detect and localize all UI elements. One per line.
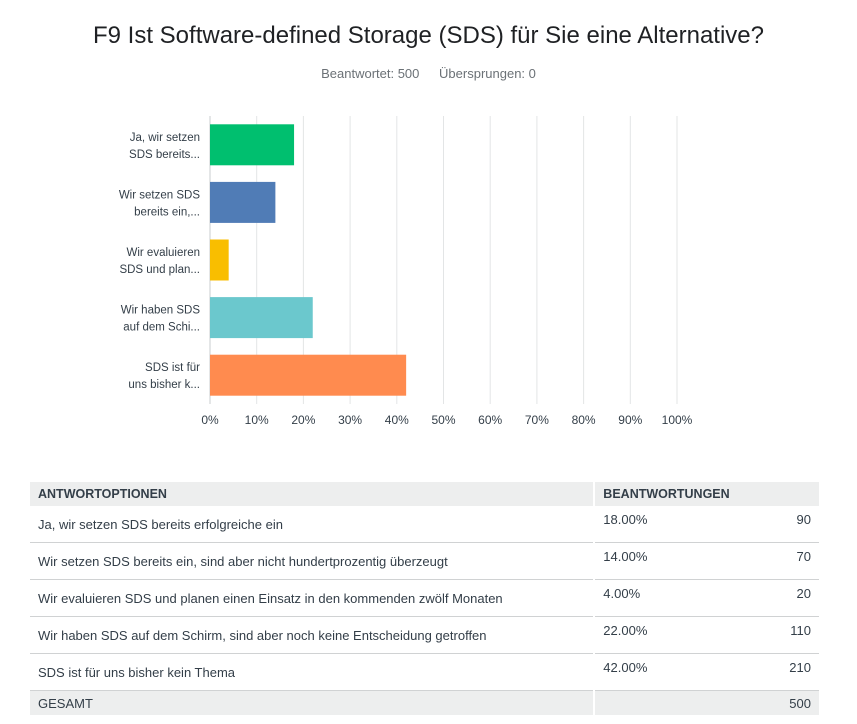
x-tick-label: 90% (618, 413, 642, 427)
category-label: Wir evaluieren SDS und plan... (119, 247, 200, 276)
row-count: 210 (781, 653, 819, 691)
skipped-count: Übersprungen: 0 (439, 66, 536, 81)
bar-chart: 0% 10% 20% 30% 40% 50% 60% 70% 80% 90% 100% Ja, wir… (119, 116, 693, 427)
table-row: SDS ist für uns bisher kein Thema 42.00%… (30, 653, 819, 691)
bar (210, 354, 407, 396)
total-label: GESAMT (30, 690, 595, 715)
row-percent: 18.00% (593, 506, 782, 543)
row-count: 110 (781, 616, 819, 654)
row-option: Wir evaluieren SDS und planen einen Eins… (30, 579, 595, 617)
x-tick-label: 100% (662, 413, 693, 427)
header-options: ANTWORTOPTIONEN (30, 482, 595, 506)
bar (210, 239, 229, 281)
x-tick-label: 50% (431, 413, 455, 427)
x-tick-label: 70% (525, 413, 549, 427)
x-tick-label: 80% (572, 413, 596, 427)
response-summary: Beantwortet: 500 Übersprungen: 0 (0, 66, 857, 81)
x-tick-label: 20% (291, 413, 315, 427)
bar (210, 181, 276, 223)
category-label: Ja, wir setzen SDS bereits... (129, 132, 200, 161)
bar (210, 124, 295, 166)
x-tick-label: 10% (245, 413, 269, 427)
row-option: Wir haben SDS auf dem Schirm, sind aber … (30, 616, 595, 654)
bar (210, 297, 313, 339)
row-percent: 14.00% (593, 542, 782, 580)
row-count: 70 (781, 542, 819, 580)
table-row: Wir evaluieren SDS und planen einen Eins… (30, 579, 819, 617)
question-title: F9 Ist Software-defined Storage (SDS) fü… (92, 22, 764, 49)
row-option: Wir setzen SDS bereits ein, sind aber ni… (30, 542, 595, 580)
answered-count: Beantwortet: 500 (321, 66, 420, 81)
x-tick-label: 0% (201, 413, 219, 427)
x-tick-label: 40% (385, 413, 409, 427)
table-header-row: ANTWORTOPTIONEN BEANTWORTUNGEN (30, 482, 819, 506)
row-percent: 4.00% (593, 579, 782, 617)
category-label: SDS ist für uns bisher k... (128, 362, 200, 391)
total-count: 500 (781, 690, 819, 715)
row-count: 90 (781, 506, 819, 543)
table-row: Wir setzen SDS bereits ein, sind aber ni… (30, 542, 819, 580)
total-row: GESAMT 500 (30, 690, 819, 715)
row-option: SDS ist für uns bisher kein Thema (30, 653, 595, 691)
x-tick-label: 30% (338, 413, 362, 427)
category-label: Wir setzen SDS bereits ein,... (119, 189, 200, 218)
x-tick-label: 60% (478, 413, 502, 427)
row-option: Ja, wir setzen SDS bereits erfolgreiche … (30, 506, 595, 543)
total-spacer (593, 690, 782, 715)
category-label: Wir haben SDS auf dem Schi... (121, 305, 201, 334)
table-row: Wir haben SDS auf dem Schirm, sind aber … (30, 616, 819, 654)
header-responses: BEANTWORTUNGEN (593, 482, 819, 506)
table-row: Ja, wir setzen SDS bereits erfolgreiche … (30, 506, 819, 543)
responses-table: ANTWORTOPTIONEN BEANTWORTUNGEN Ja, wir s… (30, 482, 819, 715)
row-percent: 22.00% (593, 616, 782, 654)
row-count: 20 (781, 579, 819, 617)
row-percent: 42.00% (593, 653, 782, 691)
